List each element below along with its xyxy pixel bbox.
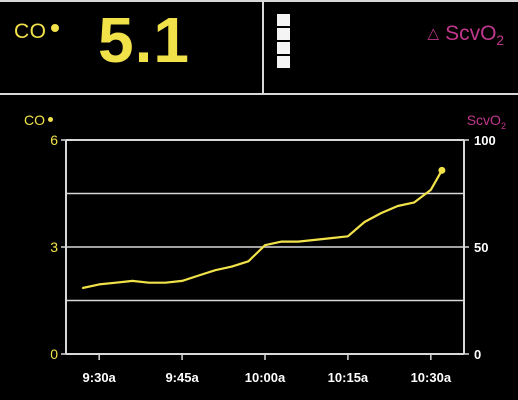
co-data-point <box>380 212 382 214</box>
co-axis-label: CO <box>24 112 45 128</box>
right-tick-label: 0 <box>474 347 481 362</box>
co-data-point <box>264 244 266 247</box>
scvo2-parameter-tile[interactable]: △ ScvO2 <box>428 22 504 48</box>
chart-left-axis-label: CO <box>24 112 53 128</box>
co-data-point <box>297 240 299 243</box>
x-tick-label: 10:00a <box>245 370 286 385</box>
left-tick-label: 6 <box>50 132 58 148</box>
right-tick-label: 100 <box>474 133 496 148</box>
co-data-point <box>114 281 117 284</box>
chart-right-axis-label: ScvO2 <box>467 112 506 131</box>
co-data-point <box>413 201 416 204</box>
co-data-point <box>197 274 200 277</box>
co-data-point <box>81 287 84 289</box>
co-data-point <box>247 260 250 263</box>
top-panel-border-bottom <box>0 93 518 95</box>
scvo2-label-sub: 2 <box>496 33 504 49</box>
co-signal-indicator <box>277 14 293 70</box>
scvo2-axis-label-sub: 2 <box>500 120 506 131</box>
co-data-point <box>131 280 134 282</box>
co-data-point <box>181 280 183 282</box>
x-tick-label: 10:15a <box>328 370 369 385</box>
co-axis-dot-icon <box>48 117 53 122</box>
co-data-point <box>347 235 349 238</box>
co-current-marker <box>438 166 446 174</box>
delta-icon: △ <box>427 25 440 42</box>
co-data-point <box>164 281 167 284</box>
co-data-point <box>148 281 150 284</box>
co-data-point <box>396 205 399 207</box>
x-tick-label: 9:45a <box>165 370 199 385</box>
x-tick-label: 10:30a <box>411 370 452 385</box>
scvo2-axis-label: ScvO <box>466 112 501 128</box>
co-data-point <box>363 221 366 223</box>
co-dot-icon <box>50 24 59 32</box>
co-data-point <box>280 240 283 243</box>
top-panel-border-top <box>0 0 518 2</box>
indicator-segment <box>277 28 290 40</box>
left-tick-label: 0 <box>50 346 58 362</box>
right-tick-label: 50 <box>474 240 488 255</box>
co-trend-line <box>82 169 443 290</box>
co-value: 5.1 <box>98 4 190 76</box>
co-data-point <box>313 239 316 241</box>
scvo2-label: ScvO <box>445 22 497 45</box>
top-panel-divider <box>262 0 264 94</box>
co-data-point <box>430 189 432 191</box>
co-data-point <box>214 269 217 271</box>
left-tick-label: 3 <box>50 239 58 255</box>
co-data-point <box>330 237 333 239</box>
indicator-segment <box>277 42 290 54</box>
co-data-point <box>98 283 100 286</box>
indicator-segment <box>277 14 290 26</box>
x-tick-label: 9:30a <box>83 370 117 385</box>
indicator-segment <box>277 56 290 68</box>
co-parameter-tile[interactable]: CO <box>14 20 59 44</box>
co-data-point <box>231 265 233 268</box>
co-label: CO <box>14 20 47 43</box>
